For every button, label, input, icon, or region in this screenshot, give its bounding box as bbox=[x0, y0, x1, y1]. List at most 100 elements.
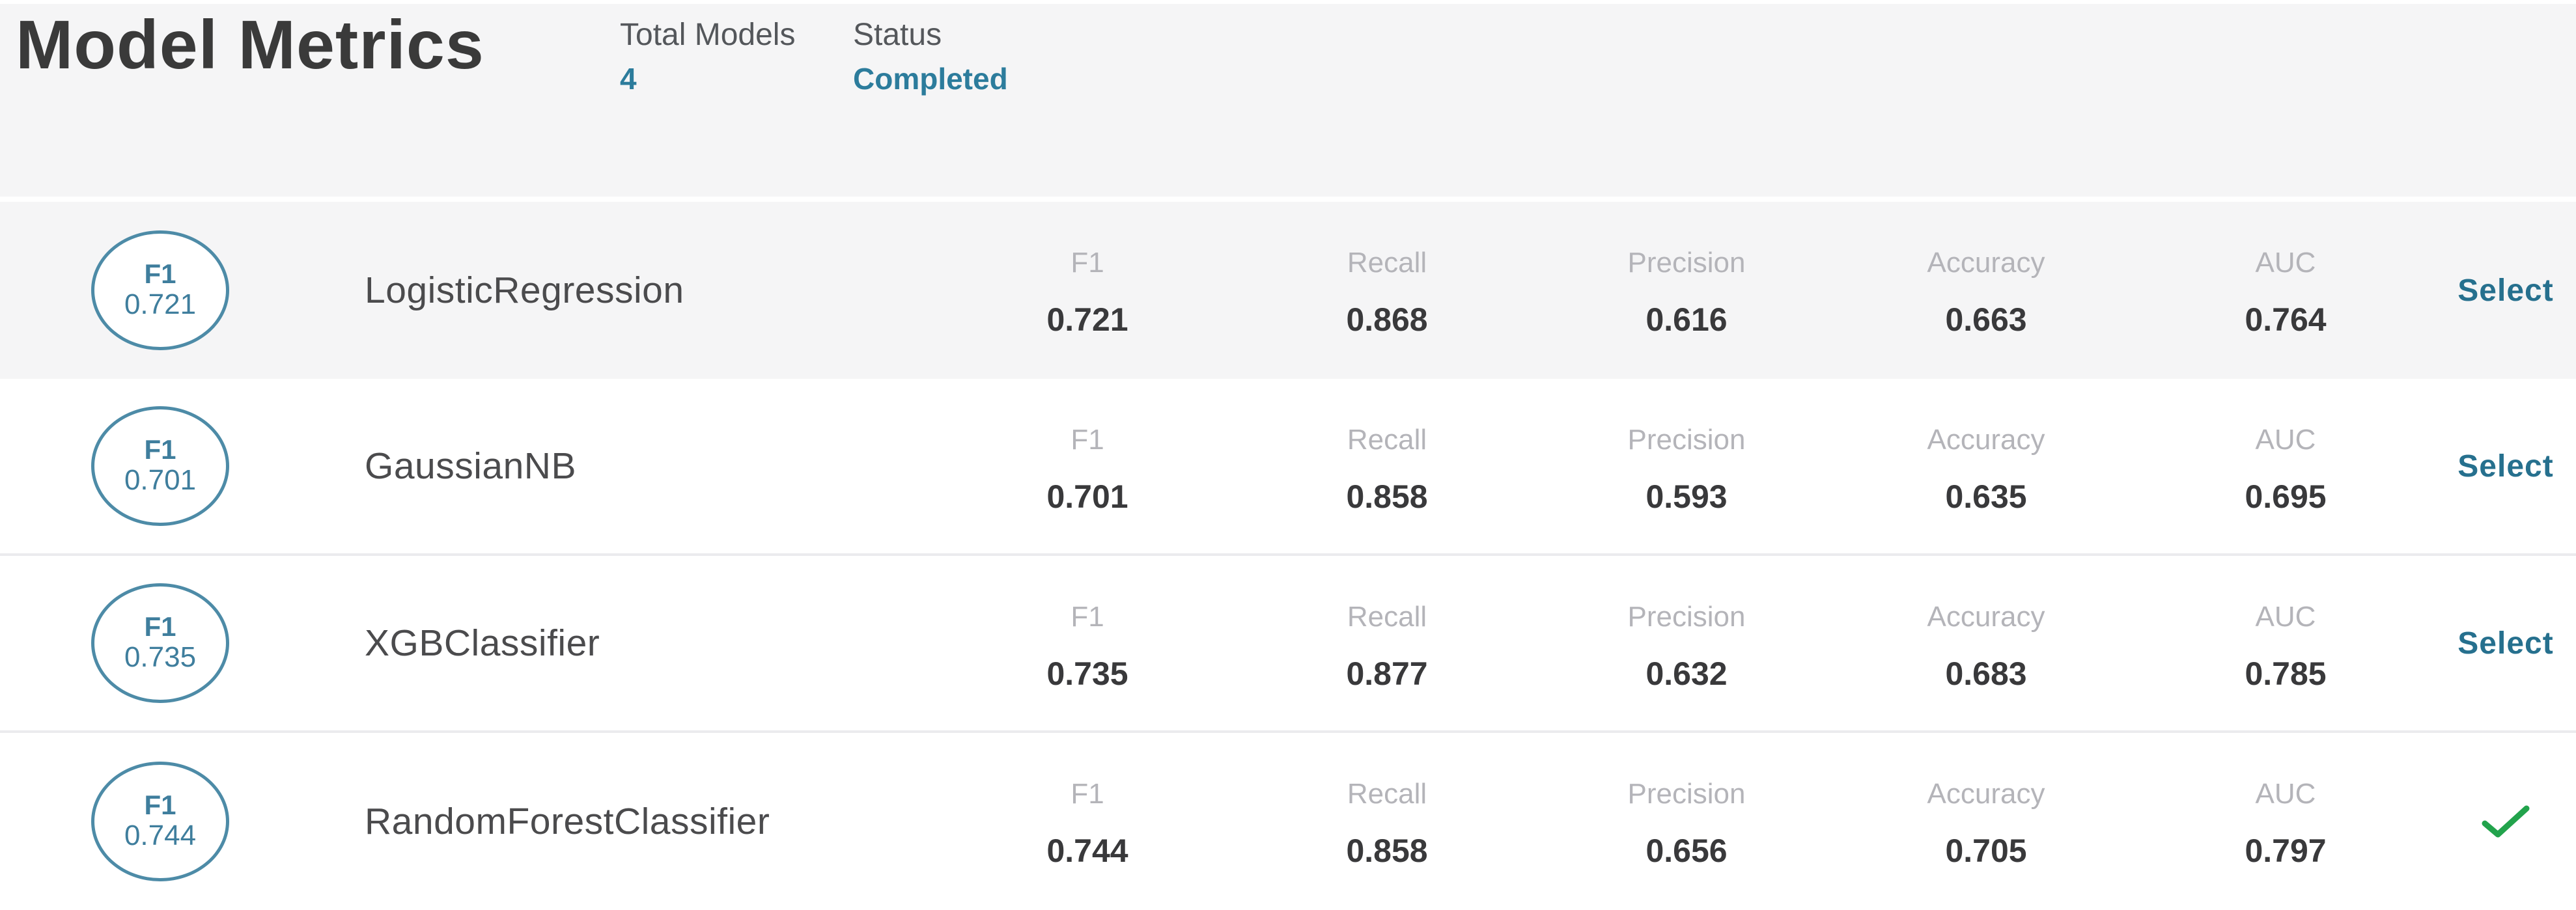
metric-cell-precision: Precision 0.593 bbox=[1537, 379, 1836, 553]
metric-value-precision: 0.616 bbox=[1645, 301, 1728, 338]
action-column: Select bbox=[2435, 202, 2576, 379]
model-metrics-panel: Model Metrics Total Models 4 Status Comp… bbox=[0, 4, 2576, 910]
model-list: F1 0.721 LogisticRegression F1 0.721 Rec… bbox=[0, 202, 2576, 910]
action-column: Select bbox=[2435, 379, 2576, 553]
model-row-xgbclassifier: F1 0.735 XGBClassifier F1 0.735 Recall 0… bbox=[0, 556, 2576, 733]
metric-cell-recall: Recall 0.858 bbox=[1237, 379, 1537, 553]
metric-value-recall: 0.877 bbox=[1346, 655, 1428, 692]
metric-value-auc: 0.785 bbox=[2245, 655, 2327, 692]
metric-cell-precision: Precision 0.616 bbox=[1537, 202, 1836, 379]
metric-value-accuracy: 0.635 bbox=[1945, 478, 2027, 515]
metrics-group: F1 0.721 Recall 0.868 Precision 0.616 Ac… bbox=[938, 202, 2435, 379]
metric-label-precision: Precision bbox=[1627, 778, 1746, 810]
metric-value-f1: 0.735 bbox=[1046, 655, 1128, 692]
metric-label-f1: F1 bbox=[1071, 601, 1104, 633]
f1-score-badge: F1 0.701 bbox=[91, 406, 229, 526]
metric-value-precision: 0.632 bbox=[1645, 655, 1728, 692]
metric-cell-auc: AUC 0.764 bbox=[2136, 202, 2435, 379]
badge-metric-label: F1 bbox=[144, 258, 176, 289]
select-button[interactable]: Select bbox=[2457, 273, 2554, 308]
metric-label-recall: Recall bbox=[1347, 424, 1427, 456]
model-row-gaussiannb: F1 0.701 GaussianNB F1 0.701 Recall 0.85… bbox=[0, 379, 2576, 556]
metric-cell-precision: Precision 0.632 bbox=[1537, 556, 1836, 730]
f1-score-badge: F1 0.721 bbox=[91, 230, 229, 350]
metrics-group: F1 0.735 Recall 0.877 Precision 0.632 Ac… bbox=[938, 556, 2435, 730]
metric-label-recall: Recall bbox=[1347, 601, 1427, 633]
model-name: GaussianNB bbox=[365, 445, 576, 487]
metric-label-recall: Recall bbox=[1347, 247, 1427, 279]
metric-cell-accuracy: Accuracy 0.683 bbox=[1836, 556, 2136, 730]
metric-cell-auc: AUC 0.695 bbox=[2136, 379, 2435, 553]
f1-score-badge: F1 0.735 bbox=[91, 583, 229, 703]
metric-value-f1: 0.744 bbox=[1046, 833, 1128, 869]
page-title: Model Metrics bbox=[16, 7, 484, 83]
metric-label-auc: AUC bbox=[2255, 247, 2316, 279]
badge-column: F1 0.721 bbox=[0, 202, 365, 379]
metric-label-f1: F1 bbox=[1071, 247, 1104, 279]
metric-value-recall: 0.868 bbox=[1346, 301, 1428, 338]
badge-column: F1 0.701 bbox=[0, 379, 365, 553]
model-name: XGBClassifier bbox=[365, 622, 600, 664]
total-models-label: Total Models bbox=[620, 18, 796, 52]
badge-metric-label: F1 bbox=[144, 789, 176, 820]
model-row-randomforestclassifier: F1 0.744 RandomForestClassifier F1 0.744… bbox=[0, 733, 2576, 910]
metrics-group: F1 0.744 Recall 0.858 Precision 0.656 Ac… bbox=[938, 733, 2435, 910]
metric-cell-recall: Recall 0.868 bbox=[1237, 202, 1537, 379]
selected-check-icon bbox=[2482, 805, 2530, 838]
model-name: RandomForestClassifier bbox=[365, 801, 770, 842]
badge-column: F1 0.744 bbox=[0, 733, 365, 910]
metric-value-precision: 0.656 bbox=[1645, 833, 1728, 869]
metric-cell-f1: F1 0.744 bbox=[938, 733, 1237, 910]
status-value: Completed bbox=[853, 62, 1008, 96]
metric-cell-accuracy: Accuracy 0.635 bbox=[1836, 379, 2136, 553]
metric-cell-accuracy: Accuracy 0.663 bbox=[1836, 202, 2136, 379]
metric-value-recall: 0.858 bbox=[1346, 833, 1428, 869]
metric-label-accuracy: Accuracy bbox=[1927, 424, 2045, 456]
badge-metric-value: 0.735 bbox=[124, 641, 197, 673]
metric-value-accuracy: 0.683 bbox=[1945, 655, 2027, 692]
action-column: Select bbox=[2435, 556, 2576, 730]
badge-metric-value: 0.701 bbox=[124, 463, 197, 496]
metric-cell-f1: F1 0.735 bbox=[938, 556, 1237, 730]
metric-value-auc: 0.797 bbox=[2245, 833, 2327, 869]
metric-label-accuracy: Accuracy bbox=[1927, 778, 2045, 810]
metric-label-accuracy: Accuracy bbox=[1927, 247, 2045, 279]
metric-label-accuracy: Accuracy bbox=[1927, 601, 2045, 633]
total-models-value: 4 bbox=[620, 62, 637, 96]
model-row-logisticregression: F1 0.721 LogisticRegression F1 0.721 Rec… bbox=[0, 202, 2576, 379]
badge-metric-label: F1 bbox=[144, 611, 176, 642]
metrics-group: F1 0.701 Recall 0.858 Precision 0.593 Ac… bbox=[938, 379, 2435, 553]
metric-label-auc: AUC bbox=[2255, 424, 2316, 456]
status-label: Status bbox=[853, 18, 942, 52]
metric-value-f1: 0.701 bbox=[1046, 478, 1128, 515]
header: Model Metrics Total Models 4 Status Comp… bbox=[0, 4, 2576, 197]
total-models-summary: Total Models 4 bbox=[620, 17, 795, 96]
metric-label-precision: Precision bbox=[1627, 601, 1746, 633]
badge-metric-value: 0.744 bbox=[124, 819, 197, 851]
metric-value-auc: 0.764 bbox=[2245, 301, 2327, 338]
select-button[interactable]: Select bbox=[2457, 626, 2554, 661]
metric-cell-recall: Recall 0.877 bbox=[1237, 556, 1537, 730]
metric-label-auc: AUC bbox=[2255, 601, 2316, 633]
badge-metric-label: F1 bbox=[144, 434, 176, 465]
metric-value-f1: 0.721 bbox=[1046, 301, 1128, 338]
metric-cell-f1: F1 0.721 bbox=[938, 202, 1237, 379]
metric-value-precision: 0.593 bbox=[1645, 478, 1728, 515]
metric-label-precision: Precision bbox=[1627, 247, 1746, 279]
metric-value-recall: 0.858 bbox=[1346, 478, 1428, 515]
metric-cell-accuracy: Accuracy 0.705 bbox=[1836, 733, 2136, 910]
metric-cell-auc: AUC 0.797 bbox=[2136, 733, 2435, 910]
metric-value-accuracy: 0.663 bbox=[1945, 301, 2027, 338]
select-button[interactable]: Select bbox=[2457, 448, 2554, 484]
metric-label-f1: F1 bbox=[1071, 778, 1104, 810]
action-column bbox=[2435, 733, 2576, 910]
metric-label-f1: F1 bbox=[1071, 424, 1104, 456]
model-name: LogisticRegression bbox=[365, 269, 684, 311]
status-summary: Status Completed bbox=[853, 17, 1008, 96]
metric-cell-recall: Recall 0.858 bbox=[1237, 733, 1537, 910]
metric-value-auc: 0.695 bbox=[2245, 478, 2327, 515]
metric-cell-auc: AUC 0.785 bbox=[2136, 556, 2435, 730]
metric-label-recall: Recall bbox=[1347, 778, 1427, 810]
metric-label-precision: Precision bbox=[1627, 424, 1746, 456]
metric-label-auc: AUC bbox=[2255, 778, 2316, 810]
